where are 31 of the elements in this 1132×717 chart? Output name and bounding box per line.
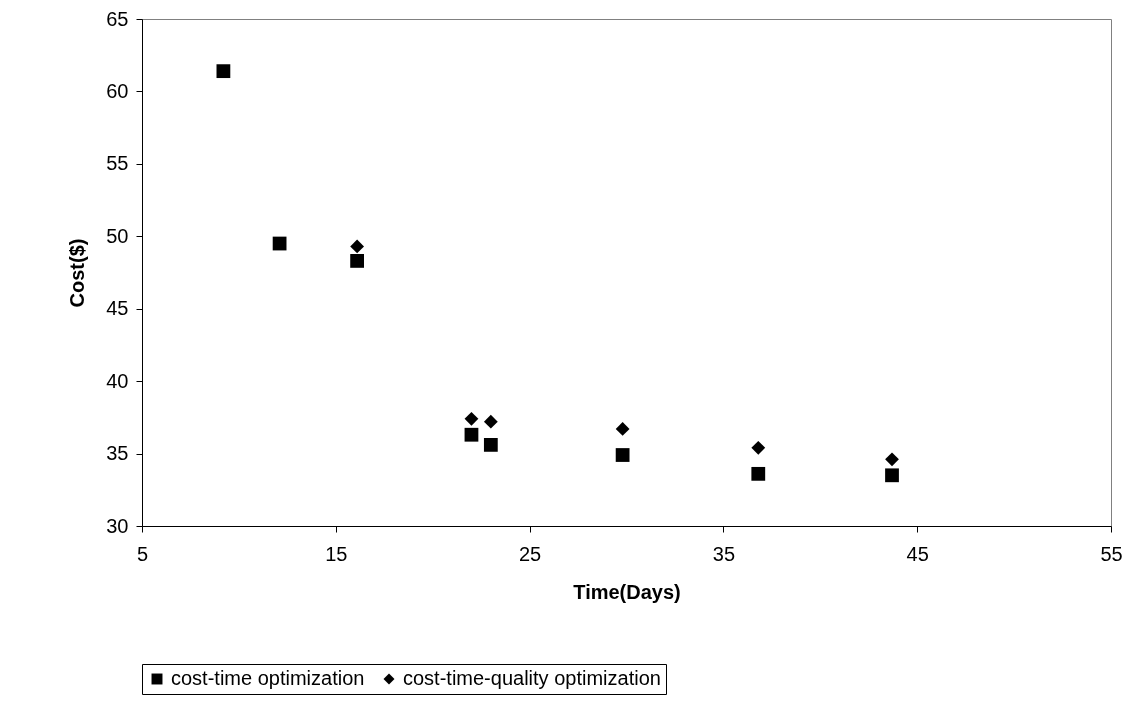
y-tick-label: 35 [106,442,129,465]
point [483,437,498,452]
point [751,440,766,455]
point [216,64,231,79]
x-axis-title: Time(Days) [573,580,681,603]
y-tick-label: 65 [106,7,129,30]
point [885,468,899,483]
y-axis-title: Cost($) [66,238,89,308]
point [615,422,630,436]
x-tick-label: 55 [1100,542,1123,565]
y-tick-label: 55 [106,152,129,175]
y-tick-label: 45 [106,297,129,320]
point [464,411,479,426]
point [615,448,630,462]
point [751,466,766,481]
y-tick-label: 50 [106,224,129,247]
point [350,239,365,254]
point [464,427,479,442]
point [885,452,899,467]
point [483,414,498,429]
x-tick-label: 25 [518,542,542,565]
point [350,254,365,268]
x-tick-label: 45 [906,542,929,565]
legend-label: cost-time optimization [171,667,365,689]
y-tick-label: 40 [106,369,129,392]
x-tick-label: 5 [136,542,149,565]
x-tick-label: 15 [325,542,348,565]
x-tick-label: 35 [712,542,736,565]
y-tick-label: 60 [106,79,129,102]
legend-label: cost-time-quality optimization [403,667,661,689]
y-tick-label: 30 [106,514,129,537]
